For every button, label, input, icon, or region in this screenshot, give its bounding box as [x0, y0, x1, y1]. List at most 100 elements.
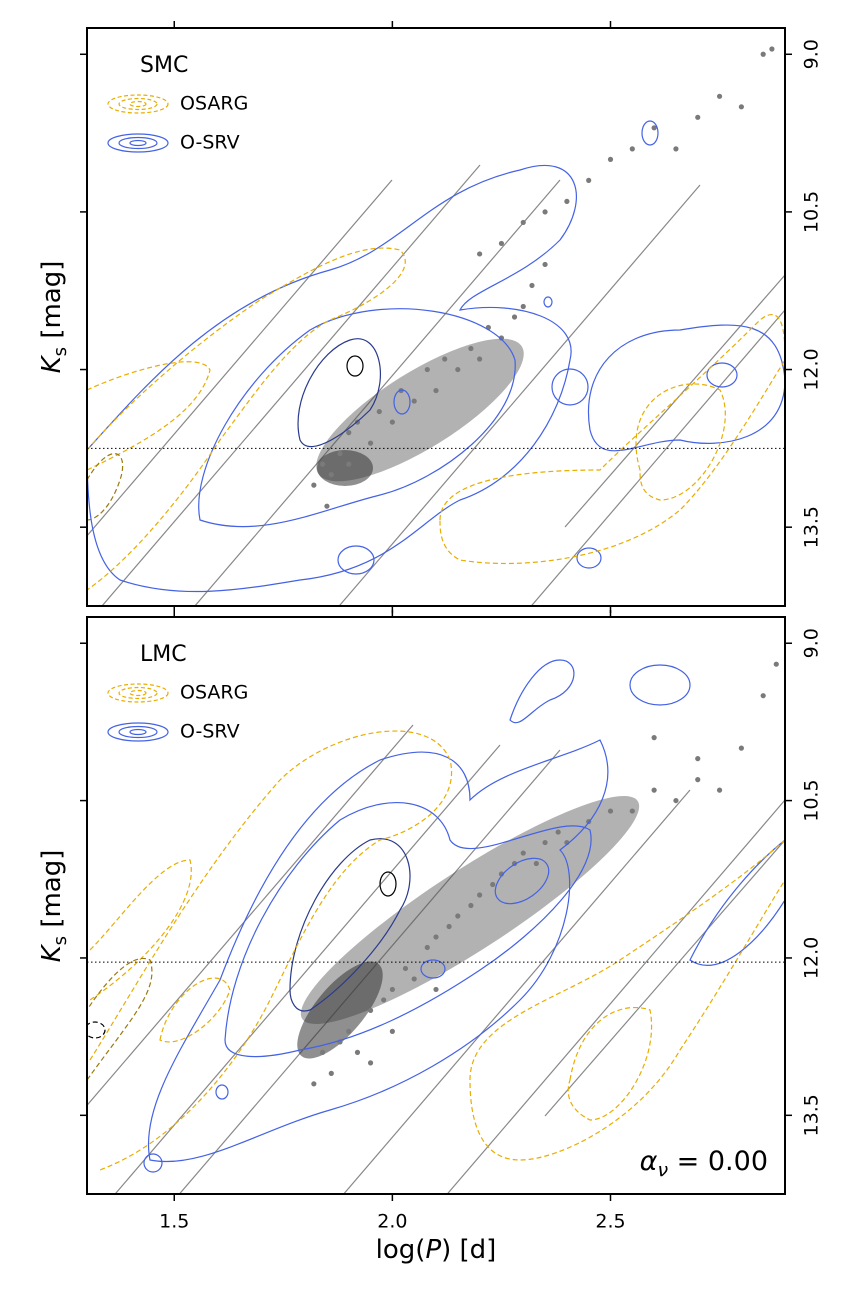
pl-relation-line — [87, 179, 393, 537]
point — [433, 387, 439, 394]
point — [673, 146, 679, 152]
point — [311, 482, 317, 488]
points — [311, 661, 779, 1087]
legend-label: O-SRV — [180, 721, 240, 743]
label-part: α — [640, 1146, 658, 1177]
x-tick-label: 2.5 — [595, 1211, 625, 1233]
point — [381, 997, 387, 1003]
panel-title: LMC — [140, 642, 187, 667]
y-tick-label: 10.5 — [801, 191, 823, 233]
label-part: = 0.00 — [668, 1146, 768, 1177]
pl-relation-line — [446, 799, 785, 1194]
legend-swatch — [118, 136, 158, 150]
points — [311, 46, 775, 509]
point — [455, 366, 461, 373]
point — [402, 965, 409, 972]
point — [629, 808, 635, 814]
point — [455, 913, 461, 919]
point — [328, 1070, 334, 1076]
point — [498, 871, 505, 877]
point — [490, 881, 496, 888]
point — [695, 777, 701, 783]
density-cloud — [317, 450, 373, 486]
x-tick-label: 1.5 — [159, 1211, 189, 1233]
point — [411, 398, 417, 404]
density-cloud — [300, 796, 640, 1024]
point — [564, 198, 570, 204]
legend-swatch — [107, 133, 169, 153]
point — [716, 787, 723, 793]
point — [477, 892, 483, 898]
plot-area — [87, 659, 785, 1194]
reference-lines — [87, 164, 785, 606]
reference-lines — [87, 724, 785, 1194]
x-axis-label: log(P) [d] — [376, 1235, 497, 1265]
point — [498, 335, 505, 341]
y-tick-label: 12.0 — [801, 348, 823, 390]
legend-swatch — [129, 689, 147, 697]
point — [695, 114, 701, 120]
pl-relation-line — [87, 724, 414, 1107]
point — [433, 986, 439, 993]
axes-frame — [86, 27, 786, 607]
point — [738, 104, 744, 110]
legend-swatch — [107, 722, 169, 742]
label-part: [mag] — [37, 850, 67, 936]
pl-relation-line — [194, 179, 561, 606]
point — [542, 209, 548, 215]
point — [468, 902, 474, 909]
point — [389, 419, 395, 425]
y-tick-label: 13.5 — [801, 506, 823, 548]
y-tick-label: 10.5 — [801, 779, 823, 821]
point — [511, 314, 518, 320]
density-cloud — [316, 338, 524, 482]
point — [424, 944, 430, 951]
point — [337, 451, 343, 457]
point — [520, 303, 526, 310]
contours — [87, 247, 785, 591]
point — [498, 240, 505, 247]
y-tick-label: 9.0 — [801, 628, 823, 658]
point — [319, 1049, 326, 1055]
point — [446, 923, 452, 930]
point — [695, 756, 701, 762]
plot-area — [87, 46, 785, 606]
point — [389, 986, 395, 993]
point — [433, 934, 439, 940]
point — [324, 503, 330, 509]
x-tick-label: 2.0 — [377, 1211, 407, 1233]
legend-swatch — [129, 139, 147, 147]
point — [716, 93, 723, 99]
point — [607, 808, 614, 814]
point — [477, 251, 483, 257]
legend-label: OSARG — [180, 682, 248, 704]
density-cloud — [297, 961, 383, 1059]
contours — [143, 659, 785, 1173]
point — [629, 146, 635, 152]
point — [328, 472, 334, 478]
point — [424, 366, 430, 373]
point — [319, 461, 326, 467]
legend-swatch — [118, 686, 158, 700]
y-axis-label: Ks [mag] — [37, 261, 71, 374]
point — [651, 125, 657, 131]
label-part: s — [50, 936, 71, 945]
point — [773, 661, 779, 667]
point — [367, 440, 374, 446]
y-axis-label: Ks [mag] — [37, 850, 71, 963]
pl-relation-line — [544, 839, 785, 1117]
point — [760, 51, 766, 57]
point — [542, 261, 548, 268]
pl-relation-line — [101, 164, 481, 606]
point — [411, 976, 417, 982]
point — [346, 430, 352, 436]
point — [529, 282, 535, 289]
y-tick-label: 12.0 — [801, 937, 823, 979]
point — [651, 735, 657, 741]
legend-swatch — [129, 100, 147, 108]
legend-swatch — [107, 683, 169, 703]
pl-relation-line — [338, 184, 701, 606]
legend-swatch — [118, 97, 158, 111]
point — [311, 1081, 317, 1087]
